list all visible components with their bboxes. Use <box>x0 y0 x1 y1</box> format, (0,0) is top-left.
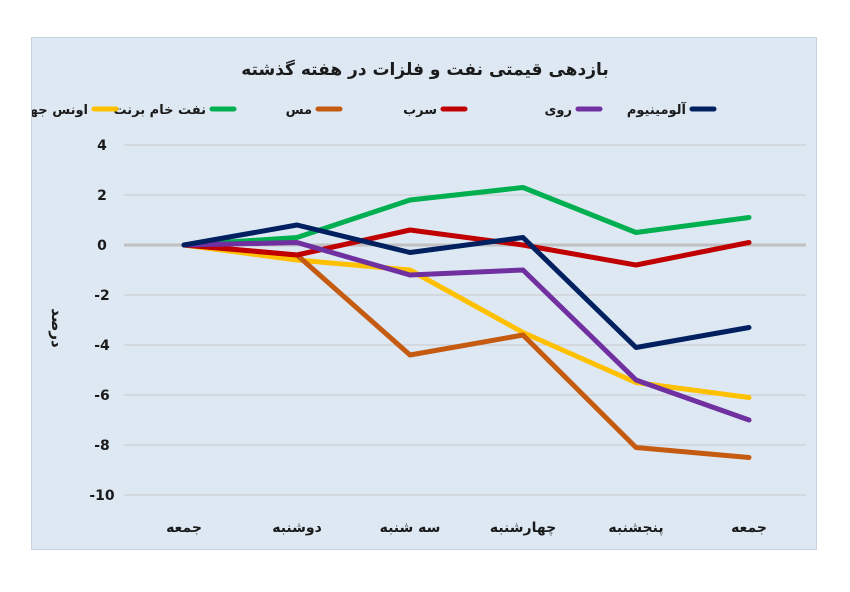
legend-label: مس <box>286 103 312 118</box>
data-point <box>408 268 412 272</box>
data-point <box>521 268 525 272</box>
y-tick-label: -8 <box>94 438 110 454</box>
series-lines <box>181 185 752 460</box>
data-point <box>634 378 638 382</box>
data-point <box>747 240 751 245</box>
data-point <box>747 418 751 422</box>
y-axis-ticks: 4 2 0 -2 -4 -6 -8 -10 <box>89 138 115 504</box>
series-line <box>181 227 752 268</box>
legend-item: مس <box>286 103 343 118</box>
x-tick-label: جمعه <box>731 520 767 536</box>
legend-item: روی <box>545 103 603 118</box>
x-tick-label: چهارشنبه <box>490 520 556 536</box>
data-point <box>408 273 412 277</box>
data-point <box>634 445 638 450</box>
series-line <box>181 242 752 460</box>
data-point <box>634 230 638 235</box>
legend-label: اونس جهانی طلا <box>32 103 88 118</box>
x-axis-ticks: جمعه دوشنبه سه شنبه چهارشنبه پنجشنبه جمعه <box>166 520 767 536</box>
legend-label: سرب <box>403 103 437 118</box>
data-point <box>295 235 299 240</box>
data-point <box>408 353 412 357</box>
series-line <box>181 222 752 350</box>
y-tick-label: -6 <box>94 388 110 404</box>
legend-label: نفت خام برنت <box>114 103 206 118</box>
legend: آلومینیوم روی سرب مس نفت خام برنت اونس جهانی … <box>32 101 717 118</box>
y-tick-label: 2 <box>97 188 107 204</box>
x-tick-label: سه شنبه <box>380 520 441 536</box>
y-tick-label: -10 <box>89 488 115 504</box>
legend-item: آلومینیوم <box>627 101 717 118</box>
data-point <box>634 345 638 350</box>
x-tick-label: دوشنبه <box>272 520 322 536</box>
series-line <box>181 242 752 400</box>
data-point <box>747 325 751 330</box>
data-point <box>408 198 412 202</box>
data-point <box>634 263 638 267</box>
data-point <box>521 243 525 247</box>
data-point <box>408 228 412 232</box>
y-tick-label: 0 <box>97 238 107 254</box>
data-point <box>747 215 751 220</box>
data-point <box>295 240 299 245</box>
y-axis-label: درصد <box>48 308 66 348</box>
data-point <box>408 250 412 255</box>
legend-label: آلومینیوم <box>627 101 687 118</box>
legend-label: روی <box>545 103 572 118</box>
chart-title: بازدهی قیمتی نفت و فلزات در هفته گذشته <box>241 59 609 80</box>
data-point <box>295 223 299 227</box>
data-point <box>521 185 525 190</box>
y-tick-label: 4 <box>97 138 107 154</box>
data-point <box>182 243 186 247</box>
line-chart: بازدهی قیمتی نفت و فلزات در هفته گذشته آ… <box>32 59 806 536</box>
legend-item: سرب <box>403 103 468 118</box>
legend-item: اونس جهانی طلا <box>32 103 119 118</box>
x-tick-label: پنجشنبه <box>608 520 663 536</box>
y-tick-label: -2 <box>94 288 110 304</box>
data-point <box>521 235 525 240</box>
data-point <box>747 455 751 460</box>
gridlines <box>124 144 806 496</box>
data-point <box>295 253 299 257</box>
series-line <box>181 240 752 423</box>
x-tick-label: جمعه <box>166 520 202 536</box>
data-point <box>521 333 525 337</box>
y-tick-label: -4 <box>94 338 110 354</box>
legend-item: نفت خام برنت <box>114 103 237 118</box>
chart-panel: بازدهی قیمتی نفت و فلزات در هفته گذشته آ… <box>31 37 817 550</box>
series-line <box>181 185 752 248</box>
data-point <box>747 395 751 400</box>
